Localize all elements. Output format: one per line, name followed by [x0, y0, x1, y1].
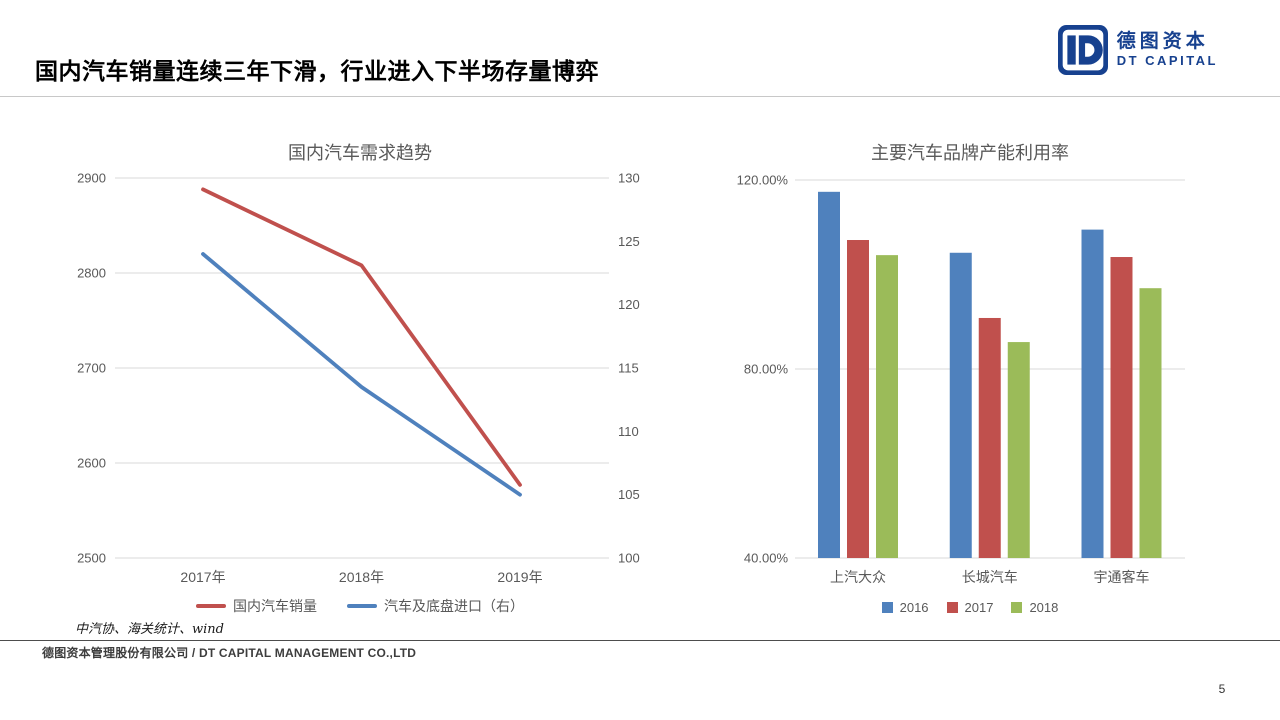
bar-长城汽车-2016 [949, 252, 972, 558]
y-axis-tick-label: 80.00% [744, 362, 789, 377]
left-axis-tick-label: 2600 [77, 456, 106, 471]
bar-chart-legend: 2016 2017 2018 [720, 600, 1220, 615]
footer-divider [0, 640, 1280, 641]
bar-上汽大众-2017 [847, 240, 869, 558]
legend-label: 汽车及底盘进口（右） [384, 598, 524, 614]
line-chart: 2900 2800 2700 2600 2500 130 125 120 115 110 105 10… [77, 171, 640, 586]
right-axis-tick-label: 120 [618, 297, 640, 312]
legend-square-swatch [946, 602, 958, 613]
line-series-汽车及底盘进口（右） [201, 252, 522, 497]
right-axis-tick-label: 130 [618, 171, 640, 186]
x-axis-category-label: 2018年 [339, 569, 384, 585]
legend-label: 2016 [899, 600, 929, 615]
logo-text: 德图资本 DT CAPITAL [1117, 31, 1218, 68]
left-axis-tick-label: 2700 [77, 361, 106, 376]
logo-chinese-name: 德图资本 [1116, 31, 1209, 53]
company-logo: 德图资本 DT CAPITAL [1057, 25, 1218, 75]
bar-长城汽车-2018 [1007, 342, 1030, 558]
legend-item-2017: 2017 [946, 600, 994, 615]
bar-chart: 120.00% 80.00% 40.00% 上汽大众 长城汽车 宇通客车 [737, 173, 1185, 585]
legend-item-国内汽车销量: 国内汽车销量 [196, 596, 317, 616]
legend-label: 国内汽车销量 [233, 598, 317, 614]
legend-label: 2018 [1029, 600, 1059, 615]
x-axis-category-label: 上汽大众 [830, 569, 886, 585]
right-axis-tick-label: 115 [618, 361, 639, 376]
bar-上汽大众-2016 [818, 191, 840, 558]
x-axis-category-label: 2017年 [180, 569, 225, 585]
legend-label: 2017 [964, 600, 994, 615]
page-title: 国内汽车销量连续三年下滑，行业进入下半场存量博弈 [35, 58, 599, 84]
title-divider [0, 96, 1280, 97]
line-series-国内汽车销量 [201, 187, 522, 487]
legend-item-汽车及底盘进口（右）: 汽车及底盘进口（右） [347, 596, 524, 616]
y-axis-tick-label: 120.00% [737, 173, 789, 188]
bar-宇通客车-2016 [1081, 229, 1104, 559]
left-axis-tick-label: 2900 [77, 171, 106, 186]
page-number: 5 [1218, 682, 1226, 696]
left-axis-tick-label: 2500 [77, 551, 106, 566]
company-name: 德图资本管理股份有限公司 / DT CAPITAL MANAGEMENT CO.… [42, 646, 417, 660]
legend-square-swatch [881, 602, 893, 613]
y-axis-tick-label: 40.00% [744, 551, 789, 566]
bar-宇通客车-2018 [1139, 288, 1162, 558]
bar-上汽大众-2018 [876, 255, 898, 558]
right-axis-tick-label: 100 [618, 551, 640, 566]
legend-item-2016: 2016 [881, 600, 929, 615]
right-axis-tick-label: 110 [618, 424, 639, 439]
logo-english-name: DT CAPITAL [1116, 53, 1218, 69]
bar-chart-title: 主要汽车品牌产能利用率 [871, 143, 1069, 163]
left-axis-tick-label: 2800 [77, 266, 106, 281]
line-chart-legend: 国内汽车销量 汽车及底盘进口（右） [60, 596, 660, 616]
x-axis-category-label: 2019年 [497, 569, 542, 585]
dt-capital-logo-icon [1057, 25, 1108, 75]
legend-square-swatch [1011, 602, 1023, 613]
data-source-note: 中汽协、海关统计、wind [75, 622, 224, 637]
legend-item-2018: 2018 [1011, 600, 1058, 615]
right-axis-tick-label: 125 [618, 234, 640, 249]
line-chart-title: 国内汽车需求趋势 [288, 143, 432, 163]
bar-长城汽车-2017 [978, 317, 1001, 558]
x-axis-category-label: 长城汽车 [962, 569, 1018, 585]
legend-line-swatch [347, 604, 377, 608]
x-axis-category-label: 宇通客车 [1094, 569, 1150, 585]
bar-宇通客车-2017 [1110, 257, 1133, 558]
legend-line-swatch [196, 604, 226, 608]
right-axis-tick-label: 105 [618, 487, 640, 502]
